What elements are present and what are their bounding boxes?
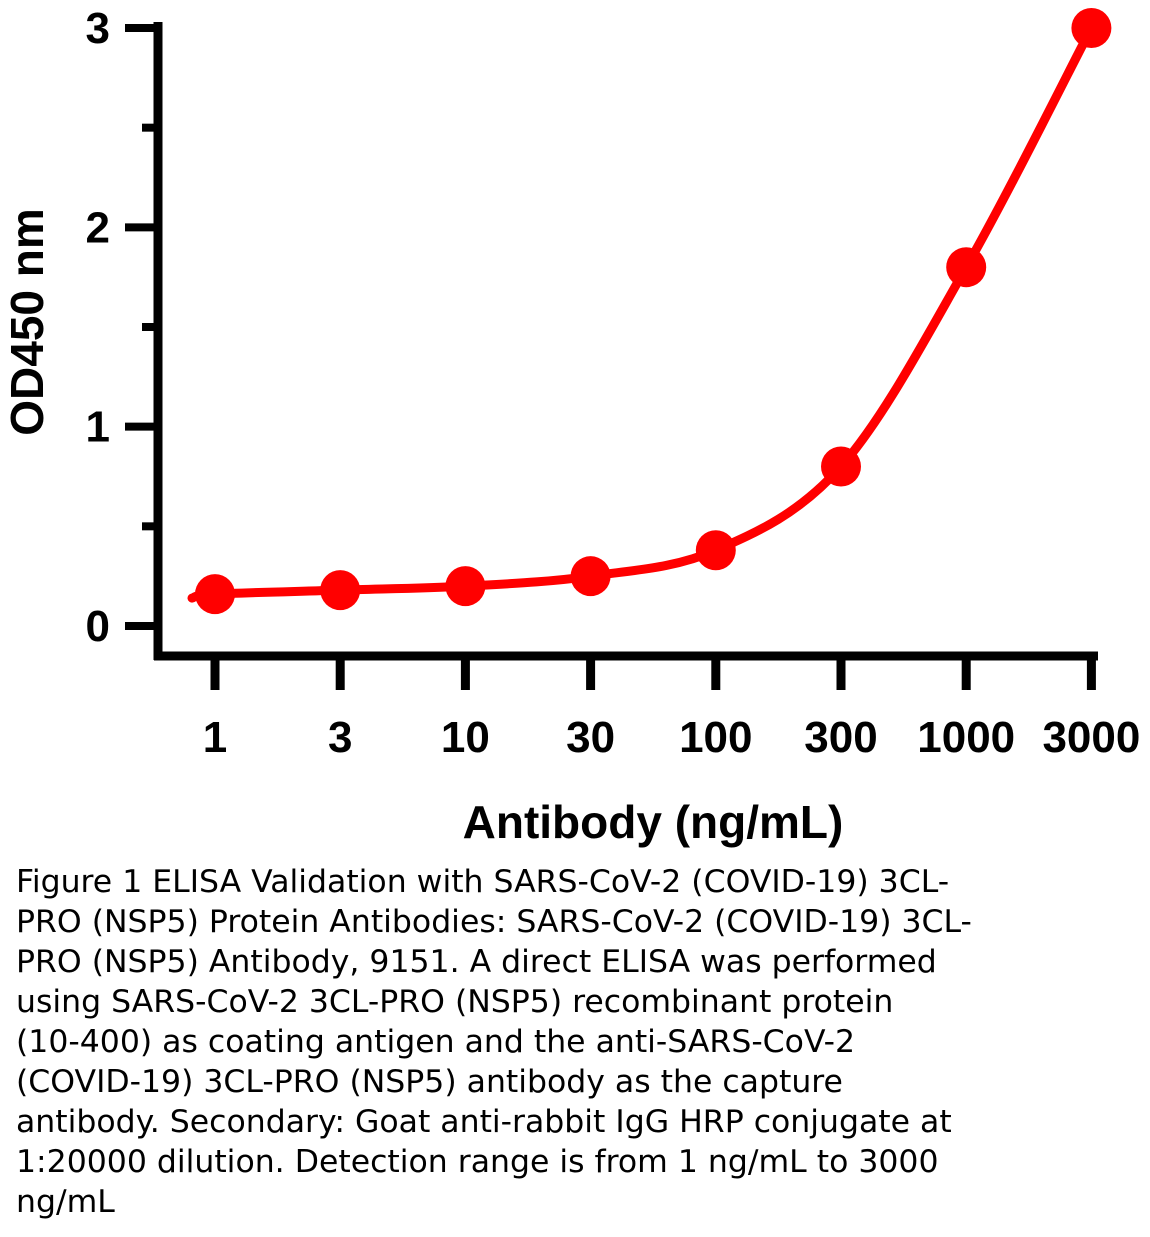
x-tick-label: 10 [441, 713, 490, 762]
data-point-3000 [1071, 8, 1112, 48]
figure-caption: Figure 1 ELISA Validation with SARS-CoV-… [16, 864, 972, 1220]
data-point-1 [195, 574, 235, 615]
elisa-chart: 0 1 2 3 1 3 10 30 100 300 1000 3000 OD450 nm Antib… [1, 4, 1140, 848]
series-line [187, 23, 1096, 603]
y-tick-label: 3 [86, 4, 110, 53]
series-antibody [187, 8, 1112, 615]
data-point-3 [320, 570, 361, 611]
data-point-30 [570, 556, 611, 597]
y-tick-label: 2 [86, 203, 110, 252]
x-axis-ticks: 1 3 10 30 100 300 1000 3000 [203, 656, 1140, 762]
data-point-100 [695, 530, 736, 571]
data-point-300 [821, 446, 861, 487]
x-tick-label: 100 [679, 713, 752, 762]
chart-axes [153, 22, 1098, 661]
y-axis-title: OD450 nm [1, 208, 53, 436]
y-tick-label: 1 [86, 403, 110, 452]
data-point-1000 [946, 247, 987, 288]
x-tick-label: 3 [328, 713, 352, 762]
x-tick-label: 1000 [917, 713, 1015, 762]
y-axis-ticks: 0 1 2 3 [86, 4, 158, 651]
x-tick-label: 3000 [1042, 713, 1140, 762]
x-tick-label: 1 [203, 713, 227, 762]
x-axis-title: Antibody (ng/mL) [463, 796, 844, 848]
data-point-10 [445, 566, 486, 607]
x-tick-label: 30 [566, 713, 615, 762]
x-tick-label: 300 [804, 713, 877, 762]
y-tick-label: 0 [86, 602, 110, 651]
